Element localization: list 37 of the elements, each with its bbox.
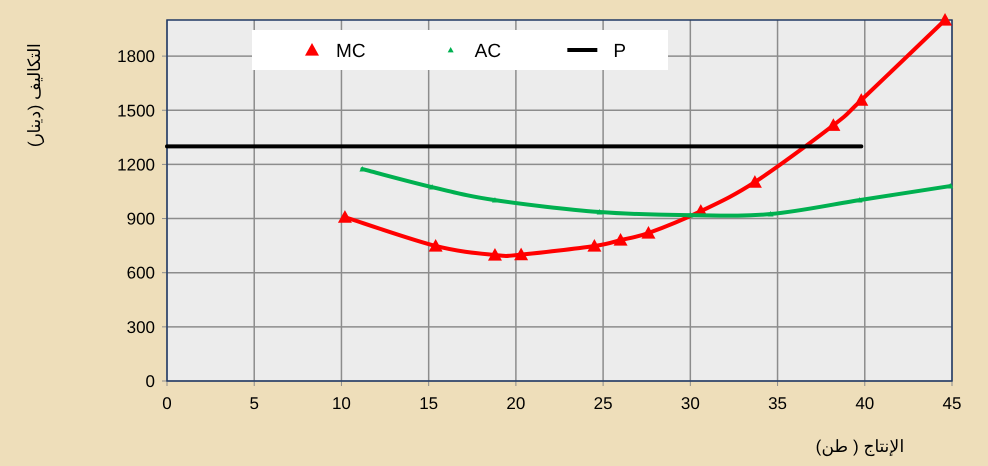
y-axis-title: التكاليف (دينار) [25, 42, 45, 148]
x-tick-label: 10 [332, 394, 351, 413]
point [947, 183, 954, 188]
y-tick-label: 300 [126, 318, 155, 337]
point [428, 238, 443, 252]
point [938, 13, 952, 26]
y-tick-label: 1500 [117, 101, 155, 120]
point [748, 175, 762, 188]
y-tick-label: 0 [146, 372, 155, 391]
legend-label: MC [336, 41, 366, 62]
x-axis-title: الإنتاج ( طن) [816, 437, 904, 457]
point [514, 248, 528, 260]
x-tick-label: 5 [249, 394, 259, 413]
y-tick-label: 900 [126, 210, 155, 229]
y-tick-label: 600 [126, 264, 155, 283]
x-tick-label: 35 [768, 394, 788, 413]
point [338, 210, 352, 223]
x-tick-label: 40 [855, 394, 874, 413]
x-tick-label: 20 [506, 394, 526, 413]
point [768, 211, 774, 216]
point [641, 226, 656, 239]
point [854, 93, 868, 106]
y-tick-label: 1800 [117, 47, 155, 66]
point [596, 209, 603, 214]
point [614, 233, 628, 246]
x-tick-label: 15 [419, 394, 438, 413]
x-tick-label: 25 [594, 394, 613, 413]
legend-label: AC [474, 41, 502, 62]
x-tick-label: 45 [942, 394, 962, 413]
point [488, 248, 502, 261]
point [687, 212, 694, 218]
y-tick-label: 1200 [117, 155, 155, 174]
point [587, 238, 602, 252]
x-tick-label: 0 [162, 394, 172, 413]
legend-label: P [613, 41, 626, 62]
line-series [359, 166, 954, 218]
x-tick-label: 30 [680, 394, 700, 413]
